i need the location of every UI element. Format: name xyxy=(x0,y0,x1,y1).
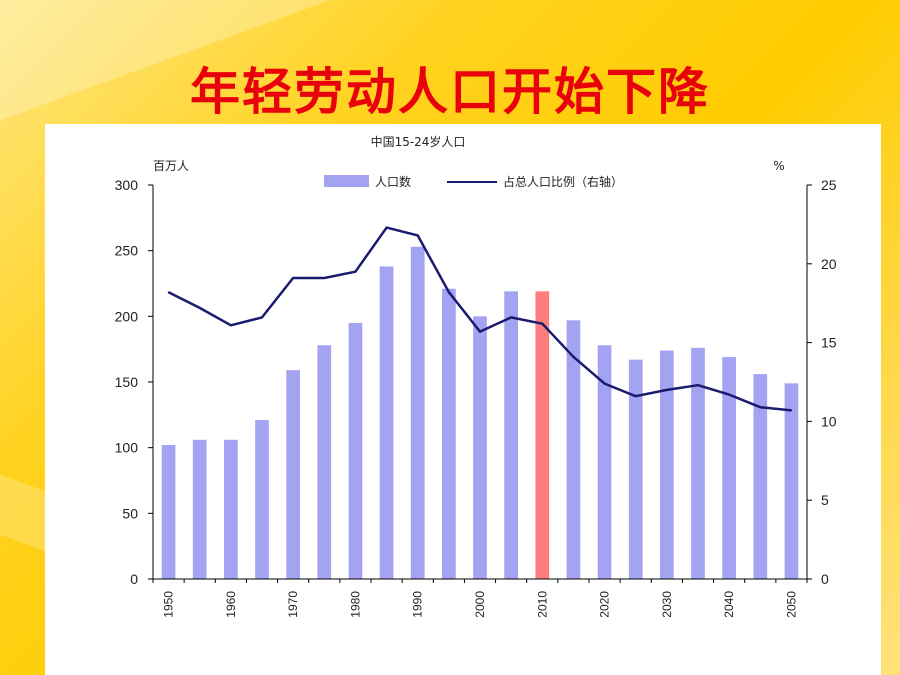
share-point-2000 xyxy=(479,330,481,333)
bar-2025 xyxy=(628,359,643,579)
bar-2000 xyxy=(473,316,487,579)
chart-svg: 中国15-24岁人口 百万人 % 人口数 占总人口比例（右轴） 05010015… xyxy=(115,134,837,618)
share-point-1980 xyxy=(354,270,357,273)
bar-1985 xyxy=(379,266,394,579)
left-tick-label-0: 0 xyxy=(130,571,138,587)
chart-title: 中国15-24岁人口 xyxy=(371,134,466,149)
legend: 人口数 占总人口比例（右轴） xyxy=(324,174,623,189)
share-point-2020 xyxy=(603,382,606,385)
x-label-1990: 1990 xyxy=(411,591,425,618)
x-label-2000: 2000 xyxy=(473,591,487,618)
share-point-1975 xyxy=(323,277,326,279)
bar-2040 xyxy=(722,357,736,579)
bar-1970 xyxy=(286,370,300,579)
right-tick-label-25: 25 xyxy=(821,177,837,193)
right-tick-label-0: 0 xyxy=(821,571,829,587)
bar-1995 xyxy=(442,288,456,579)
x-label-2030: 2030 xyxy=(660,591,674,618)
bar-2045 xyxy=(753,374,768,579)
share-point-1955 xyxy=(198,307,201,309)
share-point-2045 xyxy=(759,406,762,409)
bar-2035 xyxy=(691,347,705,579)
x-label-2050: 2050 xyxy=(784,591,798,618)
bar-2005 xyxy=(504,291,518,579)
left-tick-label-100: 100 xyxy=(115,440,139,456)
x-label-1960: 1960 xyxy=(224,591,238,618)
right-tick-label-5: 5 xyxy=(821,492,829,508)
left-axis-unit: 百万人 xyxy=(153,159,189,173)
bar-1990 xyxy=(410,246,425,579)
x-label-1980: 1980 xyxy=(348,591,362,618)
bar-2050 xyxy=(784,383,799,579)
share-point-1965 xyxy=(261,316,263,319)
share-point-1990 xyxy=(416,234,419,237)
bar-2010 xyxy=(535,291,550,579)
share-point-2050 xyxy=(790,409,793,412)
share-point-1985 xyxy=(385,226,388,229)
share-point-2025 xyxy=(634,395,637,397)
legend-line-label: 占总人口比例（右轴） xyxy=(503,174,623,189)
bar-2015 xyxy=(566,320,581,579)
share-point-1970 xyxy=(292,277,294,279)
x-label-1950: 1950 xyxy=(162,591,176,618)
left-tick-label-250: 250 xyxy=(115,243,139,259)
x-label-1970: 1970 xyxy=(286,591,300,618)
slide-title: 年轻劳动人口开始下降 xyxy=(190,63,710,121)
bar-2020 xyxy=(597,345,612,579)
bar-1965 xyxy=(255,420,269,579)
share-point-1995 xyxy=(448,291,450,293)
chart-panel: 中国15-24岁人口 百万人 % 人口数 占总人口比例（右轴） 0 50 100 15… xyxy=(45,124,881,675)
right-tick-label-10: 10 xyxy=(821,413,837,429)
plot-area: 0 50 100 150 200 250 300 0 5 10 15 20 25 1950 1960 1970… xyxy=(115,177,837,618)
left-tick-label-50: 50 xyxy=(122,505,138,521)
share-point-2035 xyxy=(697,384,699,386)
share-point-2005 xyxy=(510,316,512,319)
legend-bar-swatch xyxy=(324,175,369,187)
share-point-1960 xyxy=(230,324,232,327)
bar-1960 xyxy=(224,439,238,579)
x-label-2040: 2040 xyxy=(722,591,736,618)
right-tick-label-20: 20 xyxy=(821,256,837,272)
x-label-2020: 2020 xyxy=(598,591,612,618)
bar-1980 xyxy=(348,322,363,579)
share-point-2015 xyxy=(572,355,575,358)
legend-bar-label: 人口数 xyxy=(375,174,411,189)
bar-1955 xyxy=(192,439,207,579)
bar-1975 xyxy=(317,345,332,579)
right-tick-label-15: 15 xyxy=(821,335,837,351)
share-point-1950 xyxy=(167,291,170,293)
share-point-2010 xyxy=(541,322,544,325)
left-tick-label-200: 200 xyxy=(115,308,139,324)
share-point-2030 xyxy=(666,389,668,391)
left-tick-label-300: 300 xyxy=(115,177,139,193)
right-axis-unit: % xyxy=(773,159,784,173)
x-label-2010: 2010 xyxy=(535,591,549,618)
share-point-2040 xyxy=(728,393,730,396)
bar-1950 xyxy=(161,445,176,579)
bar-2030 xyxy=(660,350,674,579)
left-tick-label-150: 150 xyxy=(115,374,139,390)
